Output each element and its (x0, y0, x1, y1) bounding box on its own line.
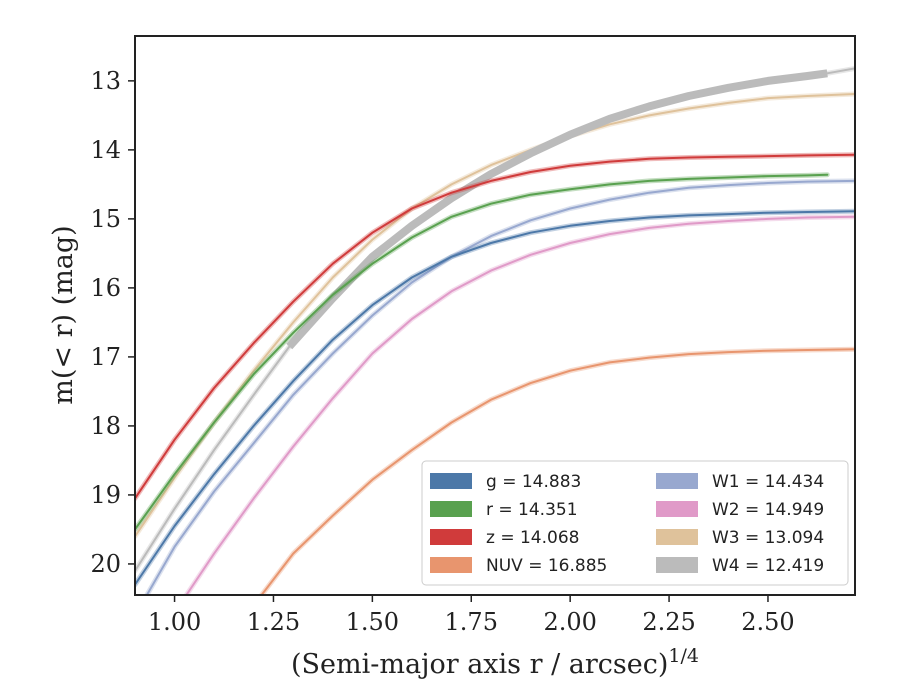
legend-label: W2 = 14.949 (712, 500, 824, 520)
x-tick-label: 1.75 (445, 608, 498, 636)
x-tick-label: 1.50 (346, 608, 399, 636)
x-axis: 1.00 1.25 1.50 1.75 2.00 2.25 2.50 (148, 595, 795, 636)
legend-swatch (430, 557, 472, 573)
legend-swatch (430, 501, 472, 517)
y-tick-label: 14 (90, 136, 121, 164)
y-axis-label: m(< r) (mag) (48, 225, 79, 404)
legend-swatch (430, 529, 472, 545)
legend-label: W4 = 12.419 (712, 556, 824, 576)
legend: g = 14.883 r = 14.351 z = 14.068 NUV = 16.8… (422, 461, 848, 585)
x-tick-label: 2.50 (741, 608, 794, 636)
y-tick-label: 13 (90, 67, 121, 95)
legend-label: NUV = 16.885 (486, 556, 607, 576)
series-band-z (135, 155, 855, 499)
legend-swatch (656, 557, 698, 573)
legend-label: r = 14.351 (486, 500, 578, 520)
y-tick-label: 18 (90, 412, 121, 440)
y-tick-label: 20 (90, 550, 121, 578)
legend-swatch (656, 473, 698, 489)
legend-swatch (656, 529, 698, 545)
legend-label: z = 14.068 (486, 528, 579, 548)
chart: 1.00 1.25 1.50 1.75 2.00 2.25 2.50 13141516171… (0, 0, 900, 700)
legend-swatch (430, 473, 472, 489)
x-axis-label-superscript: 1/4 (668, 645, 699, 667)
x-tick-label: 2.25 (642, 608, 695, 636)
x-tick-label: 1.00 (148, 608, 201, 636)
x-tick-label: 2.00 (543, 608, 596, 636)
legend-label: g = 14.883 (486, 472, 581, 492)
y-tick-label: 19 (90, 481, 121, 509)
y-tick-label: 17 (90, 343, 121, 371)
y-tick-label: 15 (90, 205, 121, 233)
x-axis-label: (Semi-major axis r / arcsec)1/4 (291, 645, 699, 680)
series-line-z (135, 155, 855, 499)
y-tick-label: 16 (90, 274, 121, 302)
legend-swatch (656, 501, 698, 517)
x-tick-label: 1.25 (247, 608, 300, 636)
legend-label: W1 = 14.434 (712, 472, 824, 492)
legend-label: W3 = 13.094 (712, 528, 824, 548)
y-axis: 13 14 15 16 17 18 19 20 (90, 67, 135, 578)
